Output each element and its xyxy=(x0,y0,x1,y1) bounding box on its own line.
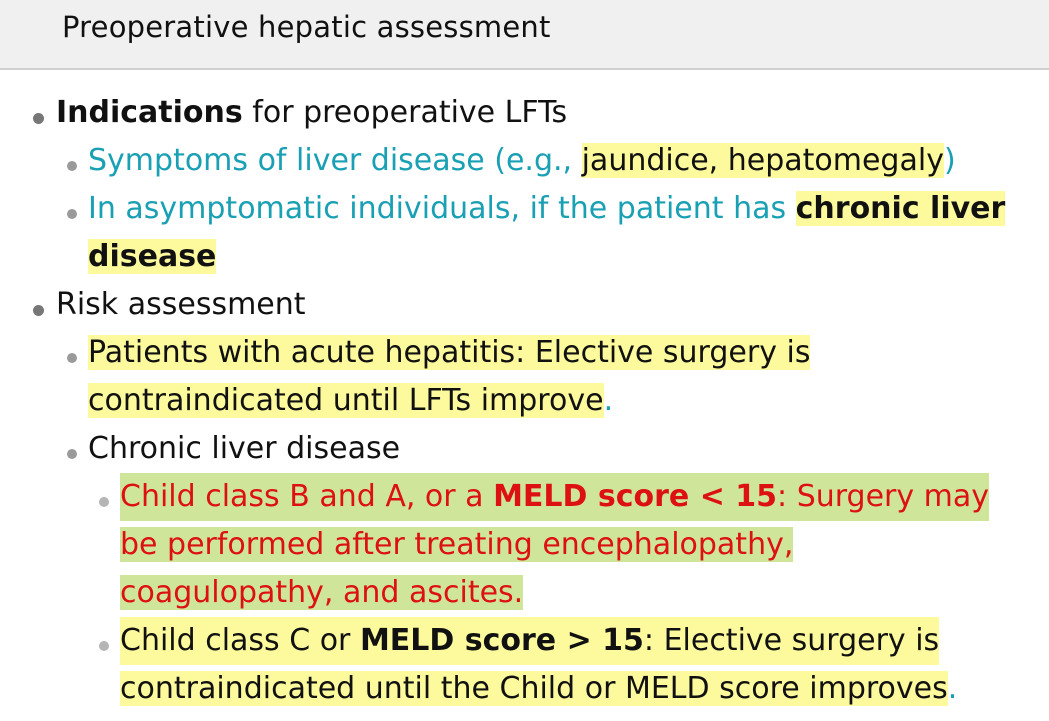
disease-highlight: disease xyxy=(88,239,217,274)
bullet-icon xyxy=(33,113,44,124)
chronic-liver-disease-item: Chronic liver disease xyxy=(88,425,400,473)
bullet-icon xyxy=(67,209,77,219)
symptoms-highlight: jaundice, hepatomegaly xyxy=(581,143,944,178)
indications-item: Indications for preoperative LFTs xyxy=(56,89,567,137)
class-ab-threshold: < 15 xyxy=(689,479,778,514)
chronic-liver-highlight: chronic liver xyxy=(795,191,1006,226)
acute-hepatitis-item: Patients with acute hepatitis: Elective … xyxy=(88,329,811,377)
indications-label: Indications xyxy=(56,95,243,130)
symptoms-prefix: Symptoms of liver disease (e.g., xyxy=(88,143,582,178)
class-c-meld: MELD score xyxy=(359,623,557,658)
asymptomatic-prefix: In asymptomatic individuals, if the pati… xyxy=(88,191,796,226)
section-title: Preoperative hepatic assessment xyxy=(62,10,551,44)
class-c-line2: contraindicated until the Child or MELD … xyxy=(120,671,948,706)
class-ab-line3: coagulopathy, and ascites. xyxy=(120,575,524,610)
child-class-c-item-cont: contraindicated until the Child or MELD … xyxy=(120,665,957,713)
acute-line2: contraindicated until LFTs improve xyxy=(88,383,604,418)
asymptomatic-item: In asymptomatic individuals, if the pati… xyxy=(88,185,1006,233)
class-ab-line2: be performed after treating encephalopat… xyxy=(120,527,794,562)
chronic-label: Chronic liver disease xyxy=(88,431,401,466)
symptoms-suffix: ) xyxy=(943,143,956,178)
bullet-icon xyxy=(67,161,77,171)
acute-line1: Patients with acute hepatitis: Elective … xyxy=(88,335,811,370)
class-c-part1: Child class C or xyxy=(120,623,360,658)
indications-label-rest: for preoperative LFTs xyxy=(242,95,568,130)
symptoms-item: Symptoms of liver disease (e.g., jaundic… xyxy=(88,137,956,185)
class-ab-part1: Child class B and A, or a xyxy=(120,479,494,514)
acute-period: . xyxy=(603,383,614,418)
child-class-ab-item-cont: coagulopathy, and ascites. xyxy=(120,569,524,617)
asymptomatic-item-cont: disease xyxy=(88,233,217,281)
bullet-icon xyxy=(67,353,77,363)
content-area: Indications for preoperative LFTs Sympto… xyxy=(0,72,1049,721)
acute-hepatitis-item-cont: contraindicated until LFTs improve. xyxy=(88,377,613,425)
class-ab-meld: MELD score xyxy=(493,479,690,514)
child-class-c-item: Child class C or MELD score > 15: Electi… xyxy=(120,617,940,665)
child-class-ab-item: Child class B and A, or a MELD score < 1… xyxy=(120,473,990,521)
section-header: Preoperative hepatic assessment xyxy=(0,0,1049,70)
child-class-ab-item-cont: be performed after treating encephalopat… xyxy=(120,521,794,569)
risk-label: Risk assessment xyxy=(56,287,306,322)
bullet-icon xyxy=(99,497,109,507)
class-c-part3: : Elective surgery is xyxy=(643,623,940,658)
bullet-icon xyxy=(67,449,77,459)
risk-assessment-item: Risk assessment xyxy=(56,281,306,329)
class-c-threshold: > 15 xyxy=(556,623,644,658)
bullet-icon xyxy=(99,641,109,651)
class-ab-part3: : Surgery may xyxy=(777,479,990,514)
bullet-icon xyxy=(33,305,44,316)
class-c-period: . xyxy=(947,671,958,706)
